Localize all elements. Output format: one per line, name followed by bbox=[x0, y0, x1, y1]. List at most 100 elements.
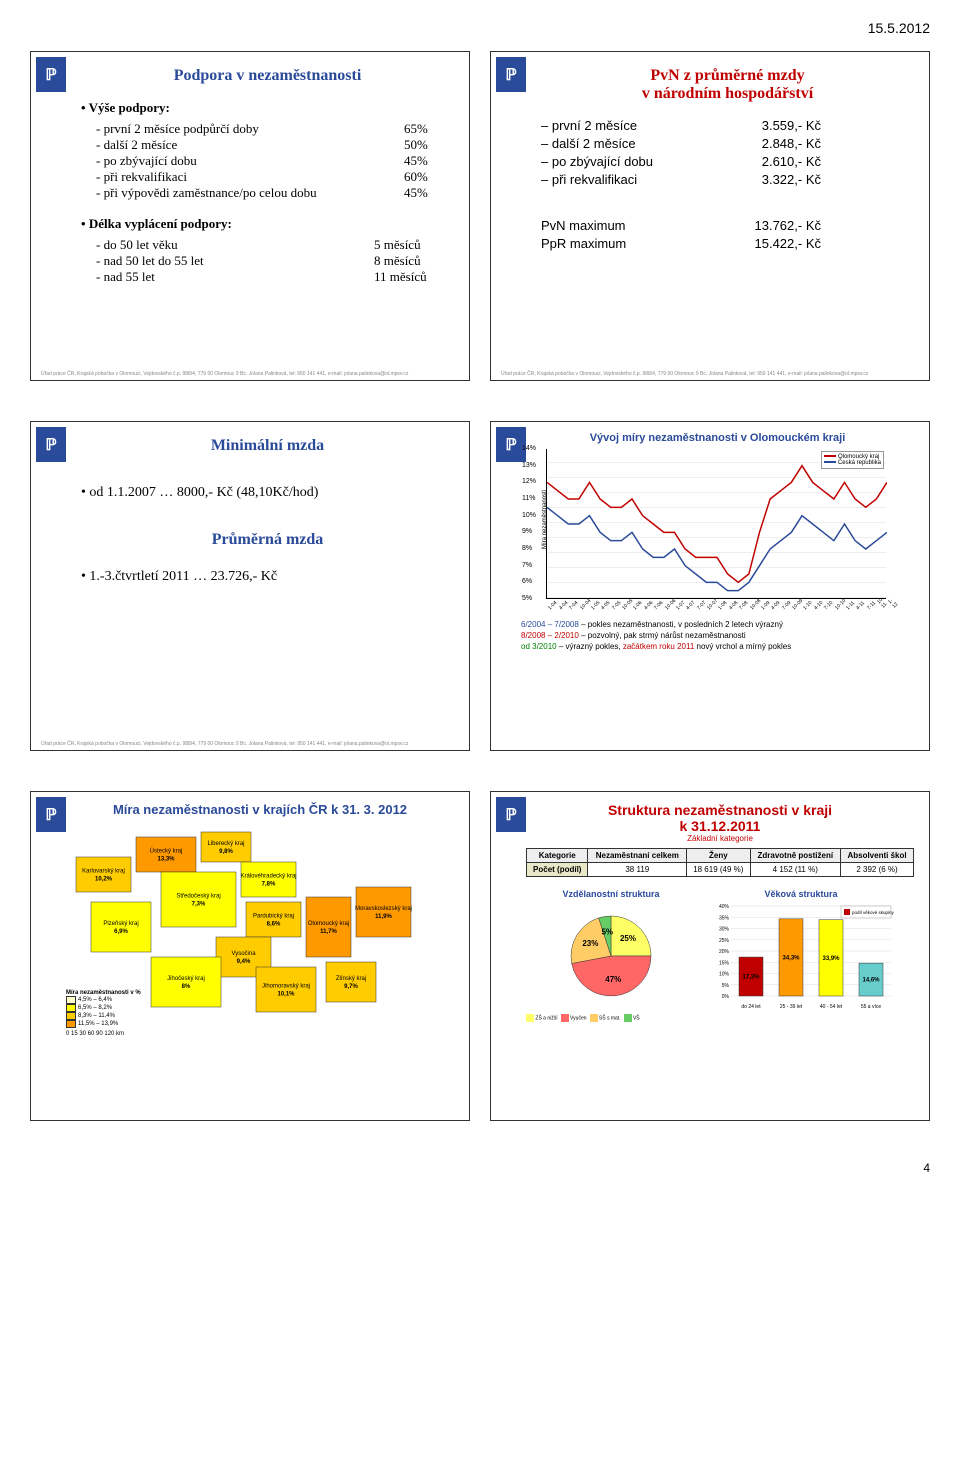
svg-text:33,9%: 33,9% bbox=[822, 956, 840, 962]
y-tick: 7% bbox=[522, 562, 532, 569]
table-cell: 2 392 (6 %) bbox=[841, 863, 914, 877]
svg-text:15%: 15% bbox=[719, 960, 730, 966]
chart-notes: 6/2004 – 7/2008 – pokles nezaměstnanosti… bbox=[521, 619, 914, 653]
svg-text:25%: 25% bbox=[620, 934, 636, 943]
list-item: PpR maximum15.422,- Kč bbox=[541, 236, 914, 251]
table-cell: 18 619 (49 %) bbox=[687, 863, 750, 877]
slide-map: ℙ Míra nezaměstnanosti v krajích ČR k 31… bbox=[30, 791, 470, 1121]
y-tick: 6% bbox=[522, 578, 532, 585]
svg-text:6,9%: 6,9% bbox=[114, 929, 128, 935]
svg-text:0%: 0% bbox=[722, 994, 730, 1000]
page-number: 4 bbox=[30, 1161, 930, 1175]
logo-icon: ℙ bbox=[496, 797, 526, 832]
slide-row-3: ℙ Míra nezaměstnanosti v krajích ČR k 31… bbox=[30, 791, 930, 1121]
line-chart: Míra nezaměstnanosti Olomoucký kraj Česk… bbox=[546, 449, 886, 599]
x-tick: 10-04 bbox=[579, 598, 592, 611]
x-tick: 7-09 bbox=[781, 600, 792, 611]
x-tick: 10-06 bbox=[664, 598, 677, 611]
bar-chart: Věková struktura 0%5%10%15%20%25%30%35%4… bbox=[706, 887, 896, 1022]
svg-text:Jihočeský kraj: Jihočeský kraj bbox=[167, 976, 205, 982]
legend-item: 4,5% – 6,4% bbox=[66, 996, 141, 1004]
legend-item: 6,5% – 8,2% bbox=[66, 1004, 141, 1012]
svg-text:20%: 20% bbox=[719, 949, 730, 955]
y-tick: 9% bbox=[522, 528, 532, 535]
svg-text:40%: 40% bbox=[719, 904, 730, 910]
logo-icon: ℙ bbox=[496, 57, 526, 92]
slide1-title: Podpora v nezaměstnanosti bbox=[81, 67, 454, 85]
map-container: Ústecký kraj13,3%Liberecký kraj9,8%Karlo… bbox=[66, 817, 426, 1037]
table-row-header: Počet (podíl) bbox=[527, 863, 588, 877]
x-tick: 4-06 bbox=[643, 600, 654, 611]
slide6-title-l2: k 31.12.2011 bbox=[526, 818, 914, 834]
x-tick: 4-11 bbox=[855, 600, 866, 611]
note-text: nový vrchol a mírný pokles bbox=[694, 642, 791, 651]
svg-text:Pardubický kraj: Pardubický kraj bbox=[253, 914, 294, 920]
list-item: - nad 50 let do 55 let8 měsíců bbox=[96, 253, 454, 269]
svg-text:9,7%: 9,7% bbox=[344, 984, 358, 990]
list-item: – další 2 měsíce2.848,- Kč bbox=[541, 136, 914, 151]
slide-vyvoj: ℙ Vývoj míry nezaměstnanosti v Olomoucké… bbox=[490, 421, 930, 751]
x-tick: 4-09 bbox=[770, 600, 781, 611]
svg-text:30%: 30% bbox=[719, 927, 730, 933]
svg-text:8,6%: 8,6% bbox=[267, 922, 281, 928]
x-tick: 1-12 bbox=[887, 597, 899, 609]
x-tick: 7-05 bbox=[611, 600, 622, 611]
note-period: 8/2008 – 2/2010 bbox=[521, 631, 579, 640]
svg-text:Ústecký kraj: Ústecký kraj bbox=[150, 848, 183, 855]
table-header: Absolventi škol bbox=[841, 849, 914, 863]
slide6-subtitle: Základní kategorie bbox=[526, 834, 914, 843]
x-tick: 7-10 bbox=[823, 600, 834, 611]
svg-text:14,6%: 14,6% bbox=[862, 978, 880, 984]
svg-text:9,4%: 9,4% bbox=[237, 959, 251, 965]
slide-footer: Úřad práce ČR, Krajská pobočka v Olomouc… bbox=[501, 371, 919, 377]
y-tick: 12% bbox=[522, 478, 536, 485]
slide-podpora: ℙ Podpora v nezaměstnanosti • Výše podpo… bbox=[30, 51, 470, 381]
svg-text:Moravskoslezský kraj: Moravskoslezský kraj bbox=[355, 906, 412, 912]
svg-text:Olomoucký kraj: Olomoucký kraj bbox=[308, 921, 349, 927]
slide-row-2: ℙ Minimální mzda • od 1.1.2007 … 8000,- … bbox=[30, 421, 930, 751]
slide2-title-l2: v národním hospodářství bbox=[541, 85, 914, 103]
slide-row-1: ℙ Podpora v nezaměstnanosti • Výše podpo… bbox=[30, 51, 930, 381]
note-text: – výrazný pokles, bbox=[557, 642, 623, 651]
y-tick: 11% bbox=[522, 495, 536, 502]
svg-text:55 a více: 55 a více bbox=[861, 1004, 882, 1010]
y-tick: 8% bbox=[522, 545, 532, 552]
x-tick: 1-04 bbox=[547, 600, 558, 611]
svg-text:Karlovarský kraj: Karlovarský kraj bbox=[82, 869, 125, 875]
svg-text:11,9%: 11,9% bbox=[375, 914, 392, 920]
map-legend: Míra nezaměstnanosti v % 4,5% – 6,4%6,5%… bbox=[66, 990, 141, 1037]
svg-text:7,3%: 7,3% bbox=[192, 902, 206, 908]
slide5-title: Míra nezaměstnanosti v krajích ČR k 31. … bbox=[66, 802, 454, 817]
y-tick: 10% bbox=[522, 512, 536, 519]
svg-text:Královéhradecký kraj: Královéhradecký kraj bbox=[240, 874, 296, 880]
table-header: Ženy bbox=[687, 849, 750, 863]
legend-item: ZŠ a nižší bbox=[526, 1014, 558, 1022]
x-tick: 4-08 bbox=[728, 600, 739, 611]
logo-icon: ℙ bbox=[36, 57, 66, 92]
x-tick: 4-10 bbox=[813, 600, 824, 611]
legend-item: 11,5% – 13,9% bbox=[66, 1020, 141, 1028]
y-tick: 5% bbox=[522, 595, 532, 602]
table-cell: 4 152 (11 %) bbox=[750, 863, 841, 877]
x-tick: 7-08 bbox=[738, 600, 749, 611]
table-cell: 38 119 bbox=[588, 863, 687, 877]
note-text: – pokles nezaměstnanosti, v posledních 2… bbox=[579, 620, 783, 629]
kategorie-table: KategorieNezaměstnaní celkemŽenyZdravotn… bbox=[526, 848, 914, 877]
x-tick: 4-05 bbox=[600, 600, 611, 611]
table-header: Zdravotně postižení bbox=[750, 849, 841, 863]
table-header: Kategorie bbox=[527, 849, 588, 863]
svg-text:40 - 54 let: 40 - 54 let bbox=[820, 1004, 843, 1010]
svg-text:23%: 23% bbox=[582, 939, 598, 948]
svg-text:Jihomoravský kraj: Jihomoravský kraj bbox=[262, 984, 310, 990]
svg-text:Liberecký kraj: Liberecký kraj bbox=[207, 841, 244, 847]
svg-text:10,2%: 10,2% bbox=[95, 877, 113, 883]
svg-text:8%: 8% bbox=[182, 984, 191, 990]
svg-text:5%: 5% bbox=[601, 927, 613, 936]
svg-text:Středočeský kraj: Středočeský kraj bbox=[176, 894, 220, 900]
pie-legend: ZŠ a nižší Vyučen SŠ s mat. VŠ bbox=[526, 1014, 696, 1022]
svg-text:17,3%: 17,3% bbox=[742, 975, 760, 981]
list-item: - první 2 měsíce podpůrčí doby65% bbox=[96, 121, 454, 137]
y-tick: 14% bbox=[522, 445, 536, 452]
slide-footer: Úřad práce ČR, Krajská pobočka v Olomouc… bbox=[41, 371, 459, 377]
svg-text:13,3%: 13,3% bbox=[157, 857, 175, 863]
